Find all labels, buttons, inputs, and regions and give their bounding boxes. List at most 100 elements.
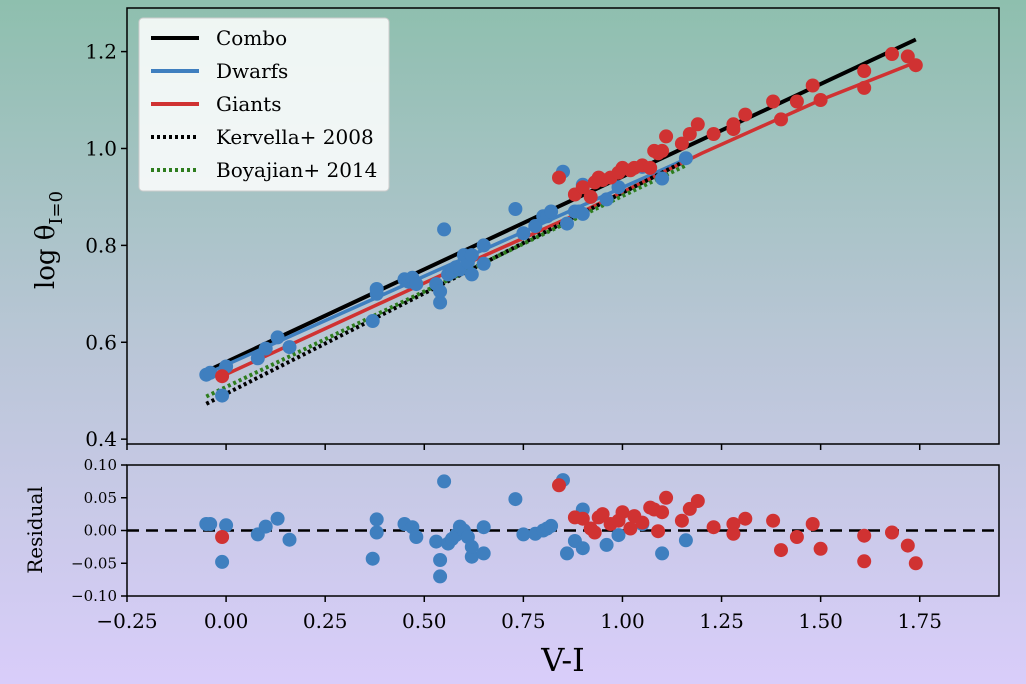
legend-label: Dwarfs (216, 59, 288, 83)
residual-point-giants (655, 505, 670, 520)
x-ticks: −0.25 0.00 0.25 0.50 0.75 1.00 1.25 1.50 1.75 (96, 444, 942, 633)
residual-point-giants (857, 528, 872, 543)
residual-point-dwarfs (508, 492, 523, 507)
data-point-giants (738, 107, 753, 122)
residual-point-giants (726, 526, 741, 541)
x-tick-label: 1.75 (897, 609, 942, 633)
x-tick-label: −0.25 (96, 609, 157, 633)
residual-point-giants (587, 525, 602, 540)
residual-point-dwarfs (203, 517, 218, 531)
residual-y-axis-label: Residual (23, 486, 47, 574)
data-point-giants (789, 94, 804, 109)
data-point-dwarfs (215, 388, 230, 403)
residual-point-dwarfs (365, 551, 380, 566)
residual-y-tick-label: −0.05 (71, 554, 117, 572)
data-point-giants (655, 143, 670, 158)
data-point-giants (575, 180, 590, 195)
data-point-giants (659, 129, 674, 144)
data-point-giants (706, 127, 721, 141)
residual-point-giants (789, 530, 804, 544)
data-point-dwarfs (203, 365, 218, 380)
data-point-giants (674, 136, 689, 151)
data-point-dwarfs (464, 248, 479, 263)
x-tick-label: 1.00 (600, 609, 645, 633)
data-point-dwarfs (575, 206, 590, 221)
x-tick-label: 0.00 (204, 609, 249, 633)
residual-point-dwarfs (433, 553, 448, 567)
residual-point-dwarfs (544, 518, 559, 533)
residual-point-dwarfs (429, 534, 444, 549)
data-point-giants (643, 160, 658, 175)
data-point-giants (690, 117, 705, 132)
residual-point-giants (857, 554, 872, 569)
data-point-dwarfs (437, 222, 452, 237)
y-tick-label: 0.4 (85, 427, 117, 451)
residual-point-giants (805, 517, 820, 531)
residual-y-tick-label: 0.05 (84, 489, 117, 507)
residual-point-dwarfs (282, 532, 297, 547)
data-point-dwarfs (409, 277, 424, 292)
residual-point-giants (885, 525, 899, 540)
x-axis-label: V-I (540, 641, 585, 679)
data-point-giants (215, 369, 230, 384)
data-point-dwarfs (433, 295, 448, 310)
residual-point-dwarfs (599, 537, 614, 552)
data-point-giants (682, 127, 697, 141)
x-tick-label: 0.25 (303, 609, 348, 633)
residual-point-dwarfs (437, 474, 452, 489)
residual-point-giants (623, 521, 638, 536)
residual-point-dwarfs (369, 525, 384, 540)
data-point-dwarfs (270, 330, 285, 345)
x-tick-label: 0.50 (402, 609, 447, 633)
y-tick-label: 0.8 (85, 233, 117, 257)
residual-point-giants (215, 530, 230, 544)
data-point-giants (908, 58, 923, 73)
legend-label: Kervella+ 2008 (216, 125, 374, 149)
data-point-dwarfs (655, 171, 670, 186)
residual-point-dwarfs (476, 546, 491, 561)
residual-point-giants (908, 556, 923, 571)
residual-y-tick-label: 0.10 (84, 456, 117, 474)
data-point-giants (583, 189, 598, 204)
residual-y-ticks: −0.10 −0.05 0.00 0.05 0.10 (71, 456, 127, 605)
residual-point-giants (552, 478, 566, 493)
data-point-dwarfs (258, 341, 273, 356)
data-point-dwarfs (611, 180, 626, 195)
data-point-dwarfs (599, 192, 614, 207)
y-tick-label: 1.0 (85, 136, 117, 160)
main-y-axis-label: log θI=0 (31, 191, 67, 289)
legend-box (138, 17, 390, 192)
residual-point-dwarfs (464, 539, 479, 554)
residual-point-dwarfs (464, 549, 479, 564)
residual-point-dwarfs (409, 530, 424, 544)
residual-panel: −0.10 −0.05 0.00 0.05 0.10 −0.25 0.00 0.25 0.50… (23, 444, 1000, 679)
residual-point-dwarfs (655, 546, 670, 561)
residual-point-dwarfs (219, 518, 234, 533)
residual-point-giants (766, 513, 781, 528)
main-data-points (199, 47, 923, 403)
residual-point-dwarfs (678, 533, 693, 548)
residual-point-giants (813, 541, 828, 556)
residual-point-dwarfs (476, 520, 491, 535)
data-point-dwarfs (560, 216, 574, 231)
residual-point-dwarfs (560, 546, 574, 561)
y-tick-label: 0.6 (85, 330, 117, 354)
main-panel: 0.4 0.6 0.8 1.0 1.2 log θI=0 (31, 7, 1000, 451)
data-point-dwarfs (464, 267, 479, 282)
data-point-dwarfs (508, 202, 523, 216)
data-point-giants (805, 78, 820, 93)
residual-y-tick-label: 0.00 (84, 522, 117, 540)
residual-point-dwarfs (433, 569, 448, 584)
data-point-dwarfs (365, 314, 380, 328)
residual-point-giants (615, 505, 630, 520)
residual-point-giants (706, 520, 721, 535)
residual-point-giants (651, 524, 666, 539)
data-point-dwarfs (528, 219, 543, 233)
data-point-dwarfs (678, 151, 693, 166)
residual-point-dwarfs (369, 512, 384, 527)
residual-point-dwarfs (270, 511, 285, 526)
residual-point-giants (635, 515, 650, 530)
residual-point-giants (690, 494, 705, 508)
data-point-giants (813, 93, 828, 107)
residual-point-dwarfs (611, 528, 626, 543)
